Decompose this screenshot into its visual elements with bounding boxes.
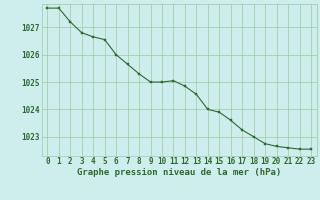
X-axis label: Graphe pression niveau de la mer (hPa): Graphe pression niveau de la mer (hPa) [77,168,281,177]
